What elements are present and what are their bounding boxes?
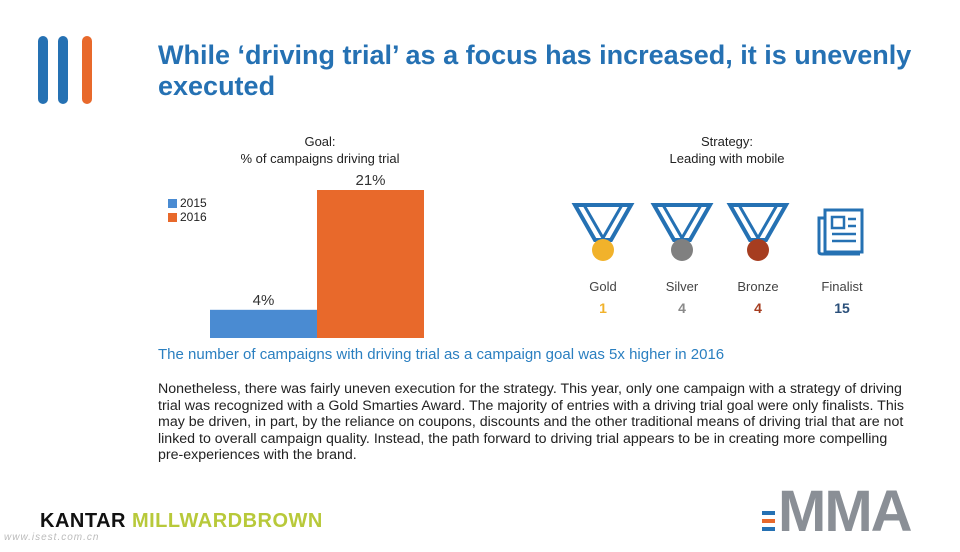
- watermark: www.isest.com.cn: [4, 532, 100, 543]
- legend-swatch-2016: [168, 212, 177, 222]
- award-count-silver: 4: [678, 300, 686, 316]
- bronze-medal-icon: [726, 203, 790, 261]
- award-label-finalist: Finalist: [821, 279, 863, 294]
- silver-medal-icon: [650, 203, 714, 261]
- strategy-title: Strategy: Leading with mobile: [617, 133, 837, 167]
- legend-label-2016: 2016: [180, 210, 207, 224]
- millwardbrown-logo-text: MILLWARDBROWN: [131, 510, 323, 532]
- mma-logo-text: MMA: [778, 479, 913, 544]
- award-count-bronze: 4: [754, 300, 762, 316]
- data-label-2015: 4%: [253, 292, 275, 309]
- chart-legend: 2015 2016: [168, 196, 207, 224]
- chart-title-line1: Goal:: [304, 134, 336, 149]
- award-count-gold: 1: [599, 300, 607, 316]
- bar-chart: 4% 21%: [210, 172, 424, 338]
- chart-title-line2: % of campaigns driving trial: [240, 151, 400, 166]
- legend-item-2016: 2016: [168, 210, 207, 224]
- body-paragraph: Nonetheless, there was fairly uneven exe…: [158, 381, 904, 464]
- legend-swatch-2015: [168, 198, 177, 208]
- bar-2016: [317, 190, 424, 338]
- kantar-millwardbrown-logo: KANTAR MILLWARDBROWN: [40, 510, 323, 533]
- chart-title: Goal: % of campaigns driving trial: [200, 133, 440, 167]
- mma-bars-icon: [762, 511, 775, 531]
- data-label-2016: 21%: [355, 172, 385, 189]
- kantar-logo-text: KANTAR: [40, 510, 126, 532]
- legend-label-2015: 2015: [180, 196, 207, 210]
- chart-caption: The number of campaigns with driving tri…: [158, 346, 725, 363]
- award-count-finalist: 15: [834, 300, 850, 316]
- strategy-title-line1: Strategy:: [700, 134, 754, 149]
- legend-item-2015: 2015: [168, 196, 207, 210]
- bar-2015: [210, 309, 317, 338]
- finalist-document-icon: [817, 208, 864, 256]
- page-title: While ‘driving trial’ as a focus has inc…: [158, 40, 912, 101]
- award-label-silver: Silver: [665, 279, 699, 294]
- gold-medal-icon: [571, 203, 635, 261]
- award-label-gold: Gold: [589, 279, 617, 294]
- strategy-title-line2: Leading with mobile: [669, 151, 785, 166]
- award-label-bronze: Bronze: [737, 279, 779, 294]
